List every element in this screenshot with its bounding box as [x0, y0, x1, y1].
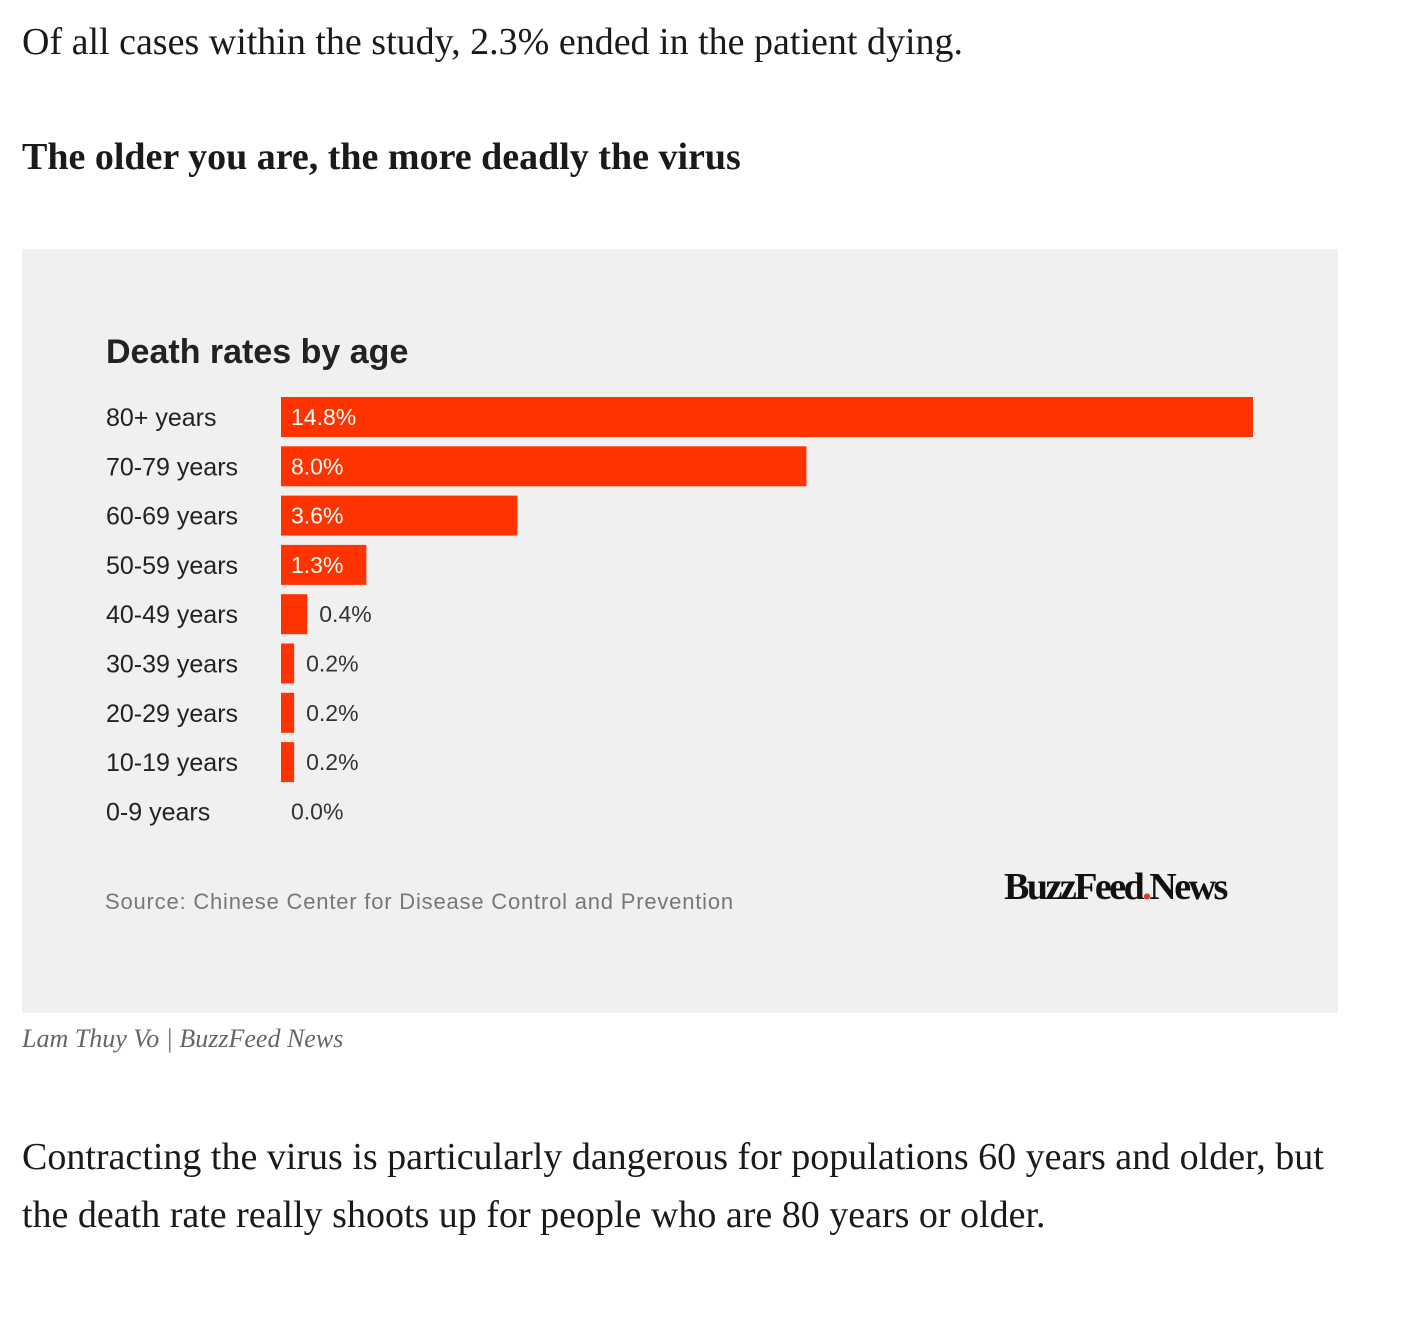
- category-label: 0-9 years: [106, 798, 210, 826]
- value-label: 14.8%: [291, 404, 356, 430]
- value-label: 1.3%: [291, 552, 343, 578]
- category-label: 60-69 years: [106, 503, 238, 531]
- bar: [281, 544, 367, 585]
- image-credit: Lam Thuy Vo | BuzzFeed News: [22, 1024, 344, 1053]
- chart-figure: Death rates by age 80+ years 14.8% 70-79 y…: [22, 249, 1338, 1013]
- category-label: 40-49 years: [106, 601, 238, 629]
- buzzfeed-news-logo: BuzzFeed.News: [1004, 865, 1228, 909]
- intro-paragraph: Of all cases within the study, 2.3% ende…: [22, 21, 964, 63]
- bar: [281, 446, 807, 487]
- value-label: 3.6%: [291, 503, 343, 529]
- bar: [281, 643, 295, 684]
- bar: [281, 495, 518, 536]
- bar: [281, 742, 295, 783]
- bar: [281, 397, 1253, 437]
- section-heading: The older you are, the more deadly the v…: [22, 136, 741, 178]
- value-label: 0.2%: [306, 651, 358, 677]
- category-label: 30-39 years: [106, 651, 238, 679]
- value-label: 0.4%: [319, 601, 371, 627]
- chart-source: Source: Chinese Center for Disease Contr…: [105, 889, 734, 914]
- logo-buzzfeed-text: BuzzFeed: [1004, 866, 1145, 908]
- bar: [281, 692, 295, 733]
- category-label: 20-29 years: [106, 700, 238, 728]
- bar: [281, 594, 308, 635]
- value-label: 0.2%: [306, 700, 358, 726]
- category-label: 70-79 years: [106, 453, 238, 481]
- category-label: 10-19 years: [106, 749, 238, 777]
- logo-dot: .: [1142, 866, 1152, 908]
- category-label: 50-59 years: [106, 552, 238, 580]
- bar-chart: 80+ years 14.8% 70-79 years 8.0% 60-69 years…: [106, 397, 1253, 826]
- value-label: 8.0%: [291, 453, 343, 479]
- value-label: 0.2%: [306, 749, 358, 775]
- category-label: 80+ years: [106, 404, 217, 432]
- chart-title: Death rates by age: [106, 333, 409, 371]
- value-label: 0.0%: [291, 798, 343, 824]
- logo-news-text: News: [1149, 866, 1228, 908]
- closing-paragraph: Contracting the virus is particularly da…: [22, 1136, 1324, 1236]
